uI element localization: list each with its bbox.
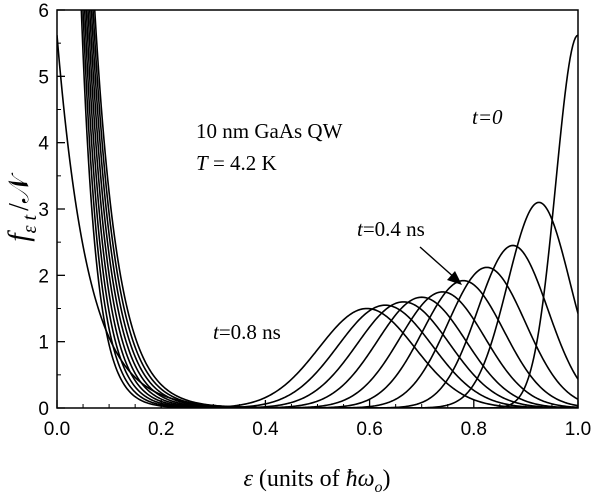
plot-frame: [56, 9, 579, 409]
y-tick-label: 3: [38, 200, 49, 221]
annotation-t0: t=0: [472, 105, 503, 129]
sample-label: 10 nm GaAs QW: [196, 119, 343, 143]
annotation-t04: t=0.4 ns: [357, 217, 425, 241]
series-line-6: [85, 10, 578, 408]
series-line-9: [80, 10, 578, 408]
x-axis-title: ε (units of ħωo): [243, 466, 390, 496]
y-axis-title: fε t/𝒩: [2, 172, 41, 242]
ticks-group: 0.0 0.2 0.4 0.6 0.8 1.0 0 1 2 3 4 5 6: [38, 1, 591, 440]
y-tick-label: 5: [38, 67, 49, 88]
curves-group: [57, 10, 578, 408]
series-line-7: [83, 10, 578, 408]
x-tick-label: 0.6: [356, 419, 382, 440]
series-line-2: [92, 10, 578, 408]
x-tick-label: 1.0: [565, 419, 591, 440]
y-tick-label: 1: [38, 333, 49, 354]
y-tick-label: 6: [38, 1, 49, 22]
annotation-arrowhead: [447, 271, 462, 285]
x-tick-label: 0.0: [44, 419, 70, 440]
annotation-t08: t=0.8 ns: [213, 320, 281, 344]
series-line-8: [82, 10, 578, 408]
annotation-arrow: [419, 246, 457, 280]
x-tick-label: 0.8: [461, 419, 487, 440]
x-tick-label: 0.2: [148, 419, 174, 440]
series-line-0: [57, 34, 578, 408]
x-tick-label: 0.4: [252, 419, 279, 440]
y-tick-label: 2: [38, 266, 49, 287]
y-tick-label: 0: [38, 399, 49, 420]
y-tick-label: 4: [38, 134, 49, 155]
temperature-label: T = 4.2 K: [196, 151, 277, 175]
